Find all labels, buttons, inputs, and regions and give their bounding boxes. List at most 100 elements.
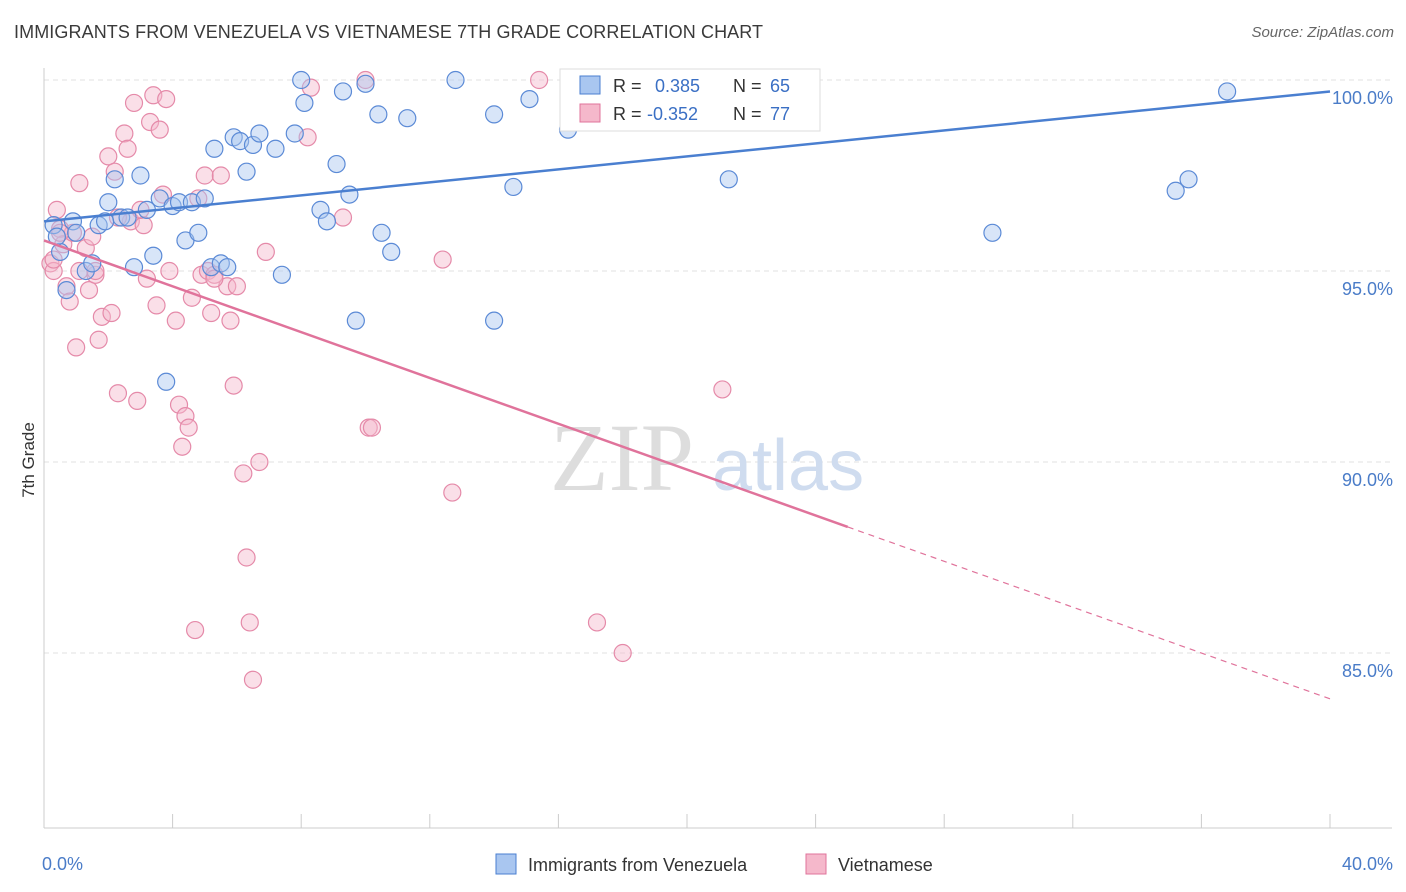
vietnamese-point [160, 261, 179, 281]
legend-swatch-vietnamese [579, 103, 601, 123]
x-tick-label: 0.0% [42, 854, 83, 874]
vietnamese-point [211, 166, 230, 185]
x-tick-label: 40.0% [1342, 854, 1393, 874]
venezuela-point [485, 311, 504, 330]
y-tick-label: 100.0% [1332, 88, 1393, 108]
vietnamese-point [105, 162, 124, 181]
venezuela-point [398, 109, 417, 128]
vietnamese-point [128, 391, 147, 410]
bottom-legend-label-vietnamese: Vietnamese [838, 855, 933, 875]
vietnamese-point [70, 174, 89, 193]
vietnamese-point [613, 643, 632, 663]
venezuela-point [446, 70, 465, 90]
venezuela-trend-line [43, 90, 1331, 223]
vietnamese-point [221, 311, 240, 330]
venezuela-point [157, 372, 176, 391]
vietnamese-point [169, 395, 189, 414]
vietnamese-point [243, 670, 263, 689]
bottom-legend-swatch-venezuela [495, 853, 517, 875]
legend-swatch-venezuela [579, 75, 601, 95]
top-legend-box [559, 68, 821, 132]
vietnamese-point [60, 292, 79, 311]
venezuela-point [311, 200, 330, 219]
vietnamese-point [47, 200, 66, 219]
vietnamese-point [134, 216, 153, 235]
legend-r-label-vietnamese: R = [613, 104, 642, 124]
venezuela-point [317, 212, 337, 231]
vietnamese-point [224, 376, 243, 395]
venezuela-point [131, 166, 150, 185]
legend-r-label-venezuela: R = [613, 76, 642, 96]
vietnamese-point [356, 70, 375, 90]
vietnamese-point [157, 89, 176, 109]
venezuela-point [57, 281, 76, 300]
vietnamese-point [362, 418, 382, 437]
vietnamese-point [443, 483, 462, 502]
vietnamese-point [150, 120, 169, 139]
vietnamese-point [587, 613, 607, 632]
vietnamese-point [333, 208, 353, 227]
venezuela-point [105, 170, 124, 189]
vietnamese-point [176, 407, 195, 426]
venezuela-point [195, 189, 214, 208]
bottom-legend: Immigrants from Venezuela Vietnamese [495, 853, 933, 875]
vietnamese-point [713, 380, 732, 399]
venezuela-point [243, 135, 263, 155]
top-legend: R = 0.385 N = 65 R = -0.352 N = 77 [559, 68, 821, 132]
vietnamese-point [67, 338, 86, 357]
vietnamese-point [115, 124, 134, 143]
vietnamese-point [227, 277, 246, 296]
venezuela-point [1179, 170, 1198, 189]
venezuela-point [520, 89, 539, 109]
vietnamese-point [240, 613, 259, 632]
vietnamese-point [195, 166, 214, 185]
bottom-legend-label-venezuela: Immigrants from Venezuela [528, 855, 748, 875]
y-tick-label: 90.0% [1342, 470, 1393, 490]
legend-n-label-vietnamese: N = [733, 104, 762, 124]
vietnamese-point [179, 418, 198, 437]
vietnamese-point [57, 277, 76, 296]
chart-source: Source: ZipAtlas.com [1251, 24, 1394, 41]
vietnamese-point [99, 147, 118, 166]
vietnamese-point [92, 307, 111, 326]
watermark-atlas: atlas [712, 426, 864, 506]
venezuela-point [346, 311, 365, 330]
venezuela-point [382, 242, 401, 261]
y-tick-label: 85.0% [1342, 661, 1393, 681]
venezuela-point [250, 124, 269, 143]
venezuela-point [333, 82, 353, 101]
vietnamese-point [166, 311, 185, 330]
vietnamese-point [186, 620, 205, 640]
y-axis-label: 7th Grade [19, 422, 38, 498]
venezuela-point [202, 258, 221, 277]
vietnamese-point [234, 464, 253, 483]
vietnamese-point [237, 548, 256, 567]
venezuela-point [218, 258, 237, 277]
vietnamese-trend-line [43, 239, 849, 529]
vietnamese-point [108, 384, 128, 403]
venezuela-point [327, 154, 346, 174]
legend-n-label-venezuela: N = [733, 76, 762, 96]
venezuela-point [1166, 181, 1185, 200]
vietnamese-point [530, 70, 549, 90]
venezuela-point [369, 105, 388, 124]
venezuela-point [99, 193, 118, 212]
vietnamese-point [79, 281, 99, 300]
legend-n-value-vietnamese: 77 [770, 104, 790, 124]
vietnamese-point [147, 296, 166, 315]
venezuela-point [356, 74, 375, 93]
venezuela-point [189, 223, 208, 242]
vietnamese-trend-line-dashed [847, 526, 1331, 700]
trend-lines [43, 90, 1331, 700]
vietnamese-point [44, 250, 63, 269]
venezuela-point [95, 212, 115, 231]
vietnamese-point [301, 78, 320, 97]
venezuela-point [719, 170, 738, 189]
vietnamese-point [140, 112, 160, 132]
venezuela-point [295, 93, 314, 113]
chart-title: IMMIGRANTS FROM VENEZUELA VS VIETNAMESE … [14, 22, 764, 42]
venezuela-point [485, 105, 504, 124]
venezuela-point [372, 223, 391, 242]
vietnamese-point [118, 139, 137, 158]
